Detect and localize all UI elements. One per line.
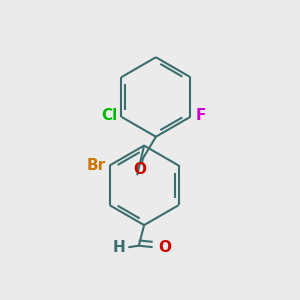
Text: Br: Br xyxy=(86,158,105,173)
Text: O: O xyxy=(133,162,146,177)
Text: Cl: Cl xyxy=(101,108,117,123)
Text: F: F xyxy=(196,108,206,123)
Text: H: H xyxy=(113,240,126,255)
Text: O: O xyxy=(158,240,171,255)
